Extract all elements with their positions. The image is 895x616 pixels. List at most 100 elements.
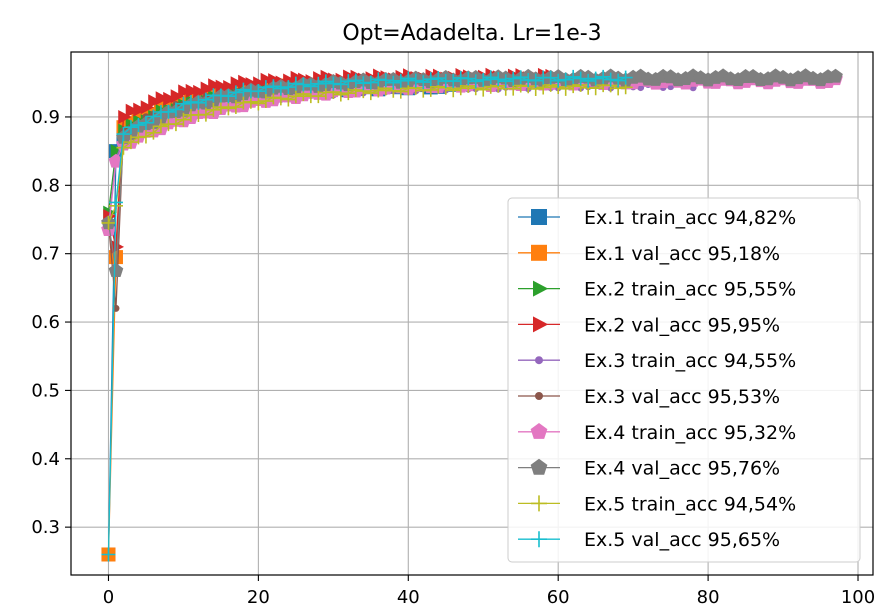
data-point [110,144,125,159]
data-point [408,73,423,88]
data-point [483,70,498,85]
data-point [155,91,169,106]
data-point [476,72,491,87]
legend-label: Ex.3 train_acc 94,55% [584,350,796,372]
data-point [163,91,177,106]
data-point [378,73,393,88]
data-point [281,80,296,95]
data-point [371,72,386,87]
legend-marker [535,356,543,365]
chart-title: Opt=Adadelta. Lr=1e-3 [342,21,601,46]
y-tick-label: 0.9 [31,107,60,128]
data-point [596,69,611,84]
data-point [828,68,843,83]
data-point [208,78,222,93]
data-point [200,81,214,96]
data-point [131,118,146,133]
data-point [416,75,431,90]
data-point [446,74,461,89]
data-point [431,71,446,86]
data-point [401,71,416,86]
legend-marker [531,495,547,512]
data-point [573,71,588,86]
data-point [206,102,221,117]
data-point [101,215,116,230]
data-point [260,72,274,87]
data-point [618,70,633,85]
data-point [116,127,131,142]
legend-marker [530,458,548,475]
data-point [333,77,348,92]
data-point [153,119,168,134]
data-point [348,73,363,88]
legend-label: Ex.1 train_acc 94,82% [584,207,796,229]
data-point [125,103,140,118]
data-point [178,84,192,99]
data-point [326,76,341,91]
data-point [288,76,303,91]
legend-marker [531,531,547,548]
data-point [138,129,153,144]
data-point [543,70,558,85]
series-10 [101,69,633,562]
y-tick-label: 0.4 [31,449,60,470]
data-point [161,104,176,119]
data-point [198,107,213,122]
legend-label: Ex.5 val_acc 95,65% [584,529,780,551]
axis-ticks: 0 20 40 60 80 100 0.3 0.4 0.5 0.6 0.7 0.8 0.9 [31,107,875,608]
data-point [303,79,318,94]
data-point [131,130,146,145]
y-tick-label: 0.6 [31,312,60,333]
x-tick-label: 60 [547,587,570,608]
data-point [251,96,266,111]
data-point [588,71,603,86]
legend-marker [531,244,547,261]
data-point [138,115,153,130]
legend-marker [535,392,543,400]
data-point [581,73,596,88]
data-point [185,83,199,98]
data-point [513,70,528,85]
data-point [221,89,236,104]
data-point [168,102,183,117]
data-point [108,250,123,265]
data-point [341,86,356,101]
data-point [108,263,124,277]
legend-marker [533,316,549,333]
data-point [296,77,311,92]
data-point [168,117,183,132]
y-tick-label: 0.5 [31,380,60,401]
data-point [506,71,521,86]
data-point [228,85,243,100]
data-point [123,135,138,150]
x-tick-label: 20 [247,587,270,608]
legend-marker [531,209,547,225]
plot-frame [70,51,874,576]
legend-box [507,197,861,563]
data-point [198,92,213,107]
data-point [101,547,116,562]
data-point [148,94,162,109]
data-point [363,75,378,90]
data-point [566,69,581,84]
data-point [140,100,155,115]
data-point [133,102,147,117]
legend-label: Ex.2 val_acc 95,95% [584,314,780,336]
data-point [266,79,281,94]
legend-label: Ex.3 val_acc 95,53% [584,386,780,408]
data-point [611,73,626,88]
data-point [123,120,138,135]
data-point [290,70,304,85]
data-point [318,74,333,89]
data-point [183,94,198,109]
data-point [423,72,438,87]
data-point [273,81,288,96]
data-point [311,89,326,104]
series-layer [101,67,843,562]
data-point [170,89,184,104]
x-tick-label: 40 [397,587,420,608]
data-point [603,72,618,87]
data-point [146,109,161,124]
data-point [558,72,573,87]
